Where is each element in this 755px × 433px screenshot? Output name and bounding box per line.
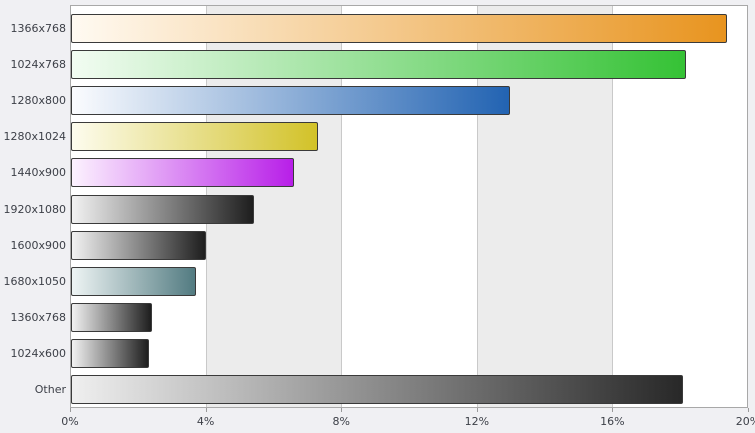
bar-1280x1024[interactable] <box>71 122 318 152</box>
x-tick-mark <box>70 408 71 412</box>
bar-1600x900[interactable] <box>71 230 207 260</box>
gridline <box>341 6 343 407</box>
x-tick-mark <box>476 408 478 412</box>
y-axis-labels: 1366x768 1024x768 1280x800 1280x1024 1440x90… <box>0 6 67 409</box>
x-axis-tick-label: 0% <box>61 415 79 428</box>
gridline <box>476 6 478 407</box>
y-axis-label: 1440x900 <box>10 166 67 180</box>
bar-1920x1080[interactable] <box>71 194 254 224</box>
y-axis-label: 1600x900 <box>10 238 67 252</box>
y-axis-label: Other <box>34 383 66 396</box>
x-tick-mark <box>341 408 343 412</box>
bar-1280x800[interactable] <box>71 86 511 116</box>
bar-1024x768[interactable] <box>71 50 687 80</box>
y-axis-label: 1366x768 <box>10 22 67 35</box>
y-axis-label: 1360x768 <box>10 310 67 324</box>
bar-1680x1050[interactable] <box>71 266 197 296</box>
x-axis-tick-label: 20% <box>735 415 755 428</box>
x-axis-tick-label: 16% <box>600 415 625 428</box>
bar-1024x600[interactable] <box>71 338 149 368</box>
x-axis-tick-label: 4% <box>196 415 215 428</box>
y-axis-label: 1024x600 <box>10 346 67 360</box>
bar-1360x768[interactable] <box>71 302 153 332</box>
x-tick-mark <box>748 408 749 412</box>
plot-area <box>70 5 748 408</box>
x-axis-tick-label: 12% <box>464 415 490 428</box>
y-axis-label: 1280x800 <box>10 94 67 108</box>
y-axis-label: 1680x1050 <box>3 274 67 288</box>
gridline <box>611 6 613 407</box>
y-axis-label: 1024x768 <box>10 58 67 72</box>
bar-1440x900[interactable] <box>71 158 295 188</box>
y-axis-label: 1920x1080 <box>3 202 67 216</box>
y-axis-label: 1280x1024 <box>3 130 67 144</box>
x-axis-tick-label: 8% <box>332 415 350 428</box>
x-tick-mark <box>612 408 614 412</box>
x-tick-mark <box>205 408 207 412</box>
bar-other[interactable] <box>71 375 683 404</box>
x-axis: 0% 4% 8% 12% 16% 20% <box>61 408 755 432</box>
bar-1366x768[interactable] <box>71 14 727 43</box>
